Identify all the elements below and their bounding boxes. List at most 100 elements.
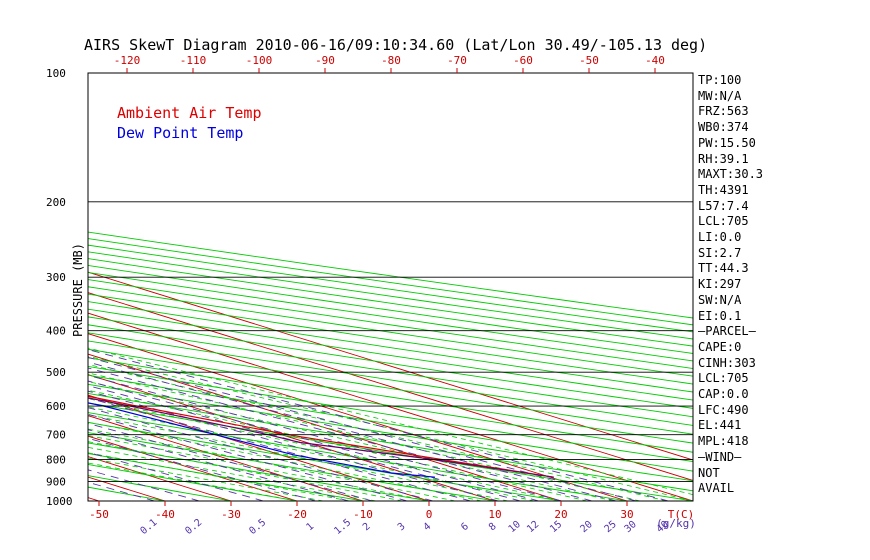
top-temp-tick-label: -110	[180, 54, 207, 67]
pressure-tick-label: 400	[46, 325, 66, 338]
parcel-line	[88, 397, 554, 478]
stat-line: SI:2.7	[698, 245, 742, 260]
top-temp-tick-label: -100	[246, 54, 273, 67]
moist-adiabat	[88, 452, 350, 501]
dry-adiabat	[88, 332, 693, 426]
stat-line: NOT	[698, 465, 720, 480]
dry-adiabat	[88, 412, 628, 501]
moist-adiabat	[88, 457, 324, 501]
stat-line: TH:4391	[698, 182, 749, 197]
legend-temp: Ambient Air Temp	[117, 104, 262, 122]
isotherm-line	[88, 312, 693, 501]
mixing-ratio-tick-label: 20	[578, 519, 594, 535]
moist-adiabat	[88, 462, 298, 501]
dry-adiabat	[88, 308, 693, 401]
dry-adiabat	[88, 421, 562, 501]
stat-line: TP:100	[698, 73, 742, 87]
bottom-temp-tick-label: 10	[488, 508, 501, 521]
moist-adiabat	[88, 435, 430, 501]
dry-adiabat	[88, 442, 430, 501]
pressure-tick-label: 900	[46, 475, 66, 488]
stat-line: CAP:0.0	[698, 387, 749, 402]
dry-adiabat	[88, 383, 693, 482]
stat-line: –PARCEL–	[698, 324, 756, 339]
pressure-tick-label: 500	[46, 366, 66, 379]
dry-adiabat	[88, 316, 693, 409]
pressure-tick-label: 300	[46, 271, 66, 284]
stat-line: KI:297	[698, 277, 742, 292]
mixing-ratio-tick-label: 0.2	[183, 517, 204, 537]
mixing-ratio-tick-label: 12	[525, 519, 541, 535]
isotherm-line	[88, 333, 628, 501]
stat-line: LCL:705	[698, 214, 749, 229]
stat-line: MAXT:30.3	[698, 167, 764, 182]
bottom-temp-tick-label: 0	[426, 508, 433, 521]
stat-line: CINH:303	[698, 355, 756, 370]
dry-adiabat	[88, 324, 693, 418]
stat-line: SW:N/A	[698, 292, 742, 307]
top-temp-tick-label: -90	[315, 54, 335, 67]
stat-line: LFC:490	[698, 402, 749, 417]
stat-line: LI:0.0	[698, 230, 742, 245]
temp-unit-label: T(C)	[668, 508, 695, 521]
chart-title: AIRS SkewT Diagram 2010-06-16/09:10:34.6…	[84, 36, 708, 54]
moist-adiabat	[88, 446, 377, 501]
dry-adiabat	[88, 365, 693, 462]
dry-adiabat	[88, 374, 693, 472]
mixing-ratio-tick-label: 0.5	[247, 517, 268, 537]
mixing-ratio-tick-label: 3	[396, 521, 408, 533]
top-temp-tick-label: -40	[645, 54, 665, 67]
mixing-ratio-unit-label: (g/kg)	[656, 517, 696, 530]
top-temp-tick-label: -70	[447, 54, 467, 67]
mixing-ratio-tick-label: 1.5	[332, 517, 353, 537]
stat-line: TT:44.3	[698, 261, 749, 276]
mixing-ratio-tick-label: 25	[603, 519, 619, 535]
bottom-temp-tick-label: 30	[620, 508, 633, 521]
temperature-line	[88, 395, 554, 478]
dewpoint-line	[88, 402, 436, 478]
legend-dewpoint: Dew Point Temp	[117, 124, 243, 142]
dry-adiabat	[88, 301, 693, 393]
moist-adiabat	[88, 428, 456, 501]
bottom-temp-tick-label: 20	[554, 508, 567, 521]
pressure-tick-label: 700	[46, 429, 66, 442]
moist-adiabat	[88, 372, 641, 501]
isotherm-line	[88, 415, 364, 501]
dry-adiabat	[88, 340, 693, 435]
bottom-temp-tick-label: -40	[155, 508, 175, 521]
mixing-ratio-tick-label: 4	[422, 521, 434, 533]
stat-line: L57:7.4	[698, 198, 749, 213]
stat-line: MPL:418	[698, 434, 749, 449]
isotherm-line	[88, 292, 693, 481]
bottom-temp-tick-label: -50	[89, 508, 109, 521]
pressure-tick-label: 600	[46, 400, 66, 413]
mixing-ratio-tick-label: 10	[507, 519, 523, 535]
dry-adiabat	[88, 463, 298, 501]
mixing-ratio-tick-label: 15	[548, 519, 564, 535]
stat-line: EL:441	[698, 418, 742, 433]
mixing-ratio-tick-label: 8	[487, 521, 499, 533]
bottom-temp-tick-label: -20	[287, 508, 307, 521]
stat-line: CAPE:0	[698, 339, 742, 354]
pressure-tick-label: 200	[46, 196, 66, 209]
top-temp-tick-label: -50	[579, 54, 599, 67]
dry-adiabat	[88, 231, 693, 319]
stat-line: PW:15.50	[698, 135, 756, 150]
pressure-tick-label: 100	[46, 67, 66, 80]
bottom-temp-tick-label: -10	[353, 508, 373, 521]
stat-line: EI:0.1	[698, 308, 742, 323]
dry-adiabat	[88, 238, 693, 326]
mixing-ratio-tick-label: 6	[459, 521, 471, 533]
stat-line: –WIND–	[698, 449, 742, 464]
isotherm-line	[88, 374, 496, 501]
dry-adiabat	[88, 348, 693, 444]
dry-adiabat	[88, 393, 693, 492]
stat-line: FRZ:563	[698, 104, 749, 119]
top-temp-tick-label: -60	[513, 54, 533, 67]
stat-line: AVAIL	[698, 481, 735, 496]
top-temp-tick-label: -120	[114, 54, 141, 67]
mixing-ratio-tick-label: 30	[623, 519, 639, 535]
mixing-ratio-tick-label: 2	[361, 521, 373, 533]
stats-panel: TP:100 MW:N/A FRZ:563 WB0:374 PW:15.50 RH:39.…	[698, 73, 763, 497]
